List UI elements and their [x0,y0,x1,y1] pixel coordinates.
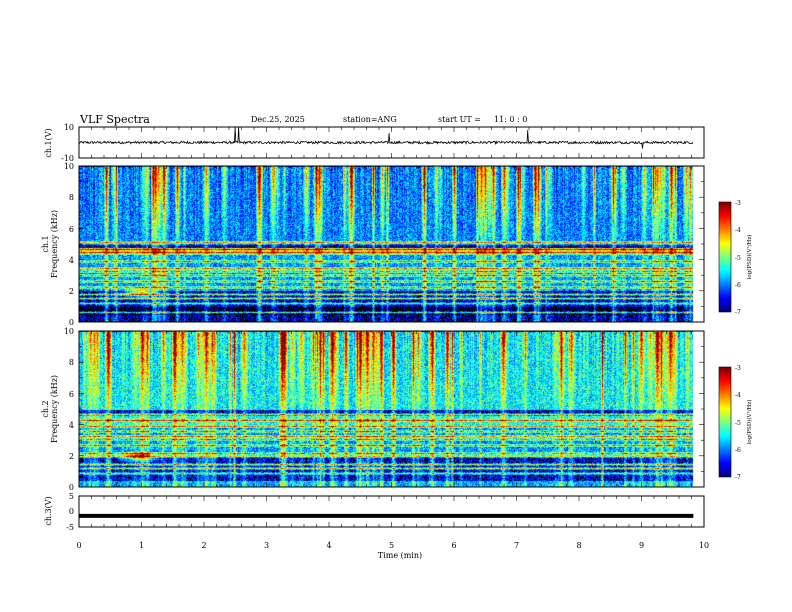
ch3-ytick-top: 5 [69,492,74,501]
ch3-ytick-middle: 0 [69,507,74,516]
colorbar-1-holder [719,202,731,312]
ch2-spectrogram-ylabel: ch.2 [41,400,50,417]
colorbar-1-tick-m5: -5 [735,255,741,262]
colorbar-2-holder [719,367,731,477]
ch3-ytick-bottom: -5 [66,523,74,532]
ch2-frequency-ylabel: Frequency (kHz) [50,375,59,443]
colorbar-2: -3 -4 -5 -6 -7 log(PSD)(V²/Hz) [718,365,753,481]
colorbar-2-tick-m7: -7 [735,474,741,481]
colorbar-1-tick-m4: -4 [735,227,741,234]
ch2-ytick-8: 8 [69,358,74,367]
ch1-ytick-6: 6 [69,225,74,234]
x-axis-label: Time (min) [378,551,422,560]
ch1-ytick-8: 8 [69,193,74,202]
ch1-spectrogram-ylabel: ch.1 [41,235,50,252]
ch1-waveform-trace [78,126,694,149]
ch1-spectrogram-image-holder [79,166,704,322]
ch3-waveform-frame [78,495,705,528]
x-tick-5: 5 [389,541,394,550]
colorbar-1-tick-m3: -3 [735,200,741,207]
ch2-ytick-4: 4 [69,421,74,430]
date-label: Dec.25, 2025 [251,115,305,124]
x-tick-4: 4 [326,541,331,550]
ch2-ytick-2: 2 [69,452,74,461]
start-ut-label: start UT = [438,115,481,124]
ch2-spectrogram-heatmap [79,331,704,487]
x-axis-ticklabels: 0 1 2 3 4 5 6 7 8 9 10 [76,541,709,550]
ch2-spectrogram-panel: 0 2 4 6 8 10 ch.2 Frequency (kHz) [41,327,705,492]
colorbar-2-tick-m6: -6 [735,447,741,454]
ch1-waveform-panel: 10 -10 ch.1(V) [44,123,705,163]
colorbar-1-frame [718,201,732,313]
x-tick-0: 0 [76,541,81,550]
colorbar-2-tick-m3: -3 [735,365,741,372]
ch1-spectrogram-heatmap [79,166,704,322]
ch1-ytick-2: 2 [69,287,74,296]
ch1-frequency-ylabel: Frequency (kHz) [50,210,59,278]
colorbar-2-tick-m5: -5 [735,420,741,427]
start-time-value: 11: 0 : 0 [494,115,527,124]
colorbar-1-label: log(PSD)(V²/Hz) [746,235,753,280]
colorbar-1-tick-m6: -6 [735,282,741,289]
ch3-waveform-panel: 5 0 -5 ch.3(V) [44,492,705,532]
colorbar-2-gradient [719,367,731,477]
ch1-ytick-4: 4 [69,256,74,265]
station-label: station=ANG [343,115,397,124]
colorbar-1-tick-m7: -7 [735,309,741,316]
x-tick-3: 3 [264,541,269,550]
x-tick-10: 10 [699,541,709,550]
x-tick-6: 6 [451,541,456,550]
ch3-waveform-ylabel: ch.3(V) [44,496,53,525]
ch2-ytick-0: 0 [69,483,74,492]
colorbar-2-frame [718,366,732,478]
x-tick-9: 9 [639,541,644,550]
ch1-ytick-0: 0 [69,318,74,327]
ch2-spectrogram-image-holder [79,331,704,487]
x-tick-8: 8 [576,541,581,550]
colorbar-2-label: log(PSD)(V²/Hz) [746,400,753,445]
x-tick-7: 7 [514,541,519,550]
ch1-ytick-bottom: -10 [61,154,74,163]
ch2-ytick-10: 10 [64,327,74,336]
ch1-ytick-top: 10 [64,123,74,132]
ch1-ytick-10: 10 [64,162,74,171]
colorbar-2-tick-m4: -4 [735,392,741,399]
ch1-waveform-ylabel: ch.1(V) [44,128,53,157]
x-tick-2: 2 [201,541,206,550]
ch2-ytick-6: 6 [69,390,74,399]
colorbar-1: -3 -4 -5 -6 -7 log(PSD)(V²/Hz) [718,200,753,316]
x-tick-1: 1 [139,541,144,550]
ch1-spectrogram-panel: 0 2 4 6 8 10 ch.1 Frequency (kHz) [41,162,705,327]
colorbar-1-gradient [719,202,731,312]
figure-title: VLF Spectra [79,113,150,126]
